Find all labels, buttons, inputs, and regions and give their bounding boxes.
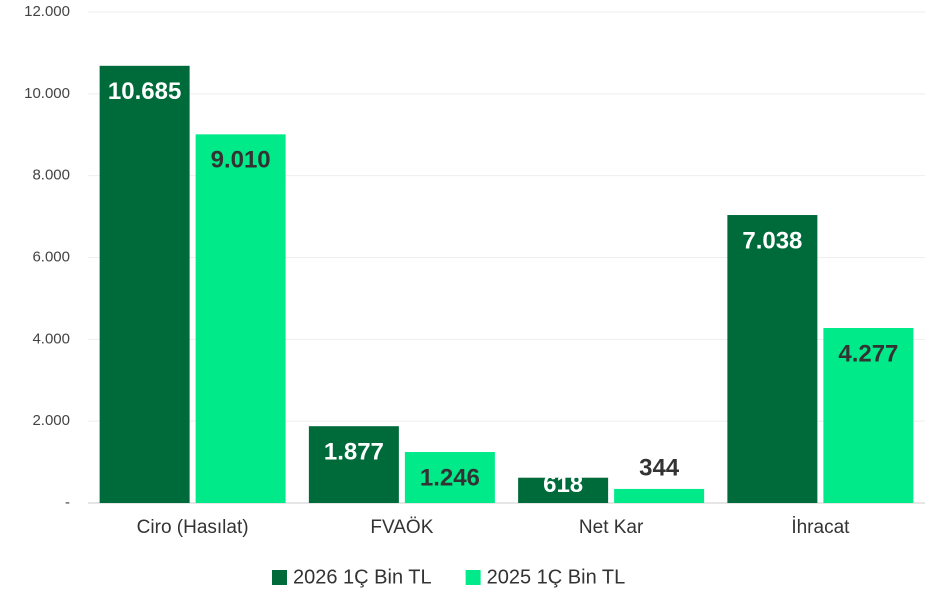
bar (518, 477, 609, 503)
x-tick-label: FVAÖK (370, 517, 433, 538)
x-tick-label: Net Kar (579, 517, 644, 538)
data-label: 4.277 (838, 340, 898, 367)
bar (404, 452, 495, 503)
y-tick-label: 4.000 (32, 330, 70, 347)
x-tick-label: Ciro (Hasılat) (137, 517, 249, 538)
bar (614, 488, 705, 503)
legend-label: 2026 1Ç Bin TL (293, 566, 432, 588)
data-label: 7.038 (742, 227, 802, 254)
y-tick-label: - (65, 494, 70, 511)
legend-swatch (272, 570, 287, 585)
data-label: 10.685 (108, 78, 181, 105)
data-label: 618 (543, 471, 583, 498)
legend-swatch (465, 570, 481, 585)
x-tick-label: İhracat (791, 517, 850, 538)
data-label: 9.010 (211, 147, 271, 174)
data-label: 1.877 (324, 439, 384, 466)
bar (823, 327, 914, 503)
bar (727, 215, 818, 503)
data-label: 1.246 (420, 464, 480, 491)
bar (195, 134, 286, 504)
y-tick-label: 12.000 (24, 3, 70, 20)
legend-label: 2025 1Ç Bin TL (487, 566, 626, 588)
y-tick-label: 8.000 (32, 167, 70, 184)
bar (308, 426, 399, 503)
bar (99, 65, 190, 503)
data-label: 344 (639, 454, 680, 481)
y-tick-label: 6.000 (32, 248, 70, 265)
y-tick-label: 2.000 (32, 412, 70, 429)
y-tick-label: 10.000 (24, 85, 70, 102)
